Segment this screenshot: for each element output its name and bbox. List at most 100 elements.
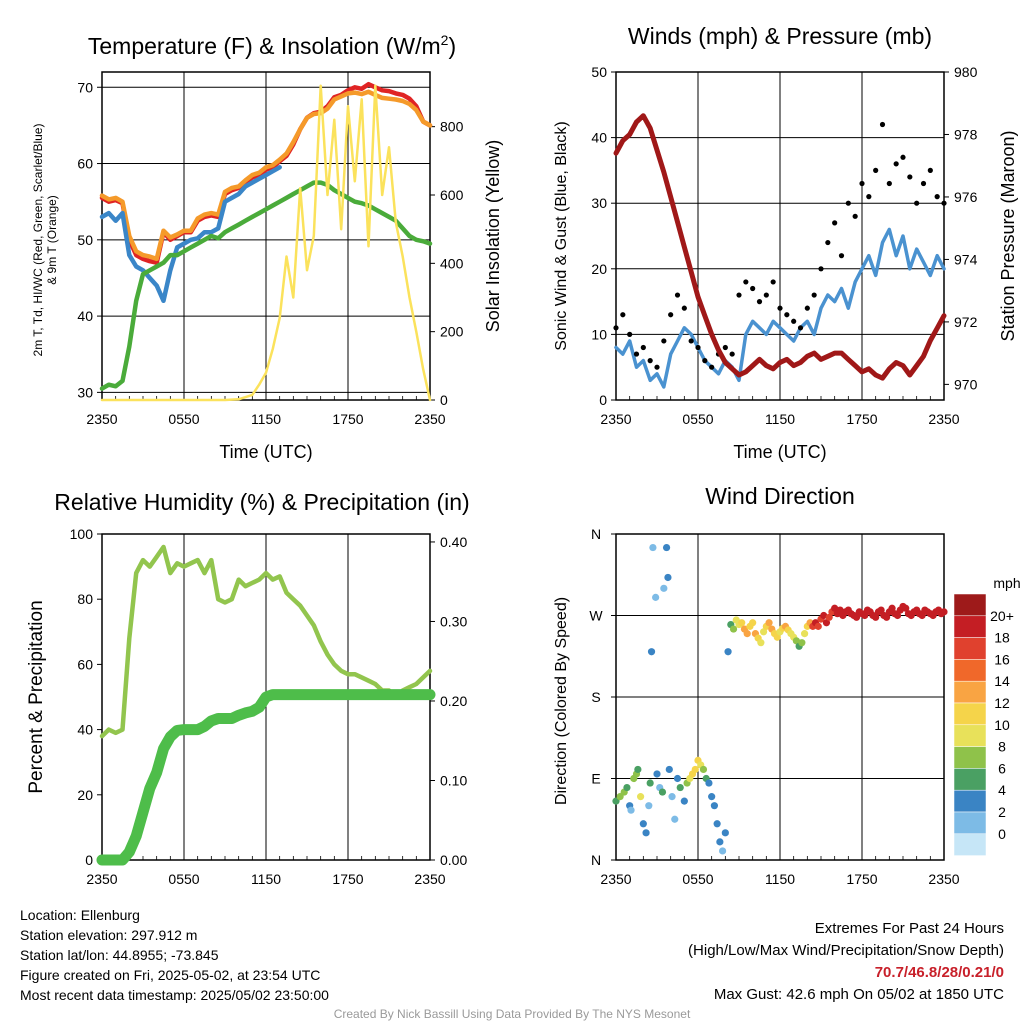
legend-swatch	[953, 811, 987, 835]
gust-point	[893, 161, 899, 167]
legend-swatch	[953, 615, 987, 638]
legend-title: mph	[993, 575, 1020, 591]
direction-point	[852, 613, 861, 621]
y-tick-label: 60	[77, 656, 93, 672]
x-tick-label: 0550	[682, 411, 713, 427]
y2-tick-label: 978	[954, 126, 978, 142]
direction-point	[639, 820, 647, 828]
direction-point	[652, 593, 660, 601]
y-tick-label: 10	[591, 326, 607, 342]
speed-legend: mph 20+ 18 16 14 12 10 8 6 4 2 0	[953, 575, 1021, 856]
legend-swatch	[953, 789, 987, 813]
chart-panel-2: 2350 0550 1150 1750 2350 0 10 20 30 40 50 970 972 974…	[553, 23, 1018, 462]
series-td	[99, 180, 433, 391]
direction-point	[724, 648, 732, 656]
x-tick-label: 0550	[168, 411, 199, 427]
legend-label: 14	[994, 673, 1010, 689]
latlon-text: Station lat/lon: 44.8955; -73.845	[20, 947, 219, 963]
direction-point	[893, 611, 902, 620]
direction-point	[918, 611, 926, 620]
x-tick-label: 2350	[414, 411, 445, 427]
direction-point	[627, 806, 635, 814]
chart-panel-4: 2350 0550 1150 1750 2350 N E S W N Wind Direction D…	[553, 483, 1021, 887]
gust-point	[859, 180, 865, 187]
gust-point	[688, 338, 694, 344]
y-tick-label: 0	[85, 852, 93, 868]
direction-point	[738, 619, 746, 627]
y-tick-label: 30	[591, 195, 607, 211]
y2-axis-label: Station Pressure (Maroon)	[998, 130, 1018, 341]
y-tick-label: 20	[591, 261, 607, 277]
gust-point	[722, 344, 728, 351]
elevation-text: Station elevation: 297.912 m	[20, 927, 198, 943]
direction-point	[749, 619, 757, 627]
y2-tick-label: 0.00	[440, 852, 467, 868]
chart-title: Temperature (F) & Insolation (W/m2)	[88, 32, 456, 59]
y2-tick-label: 970	[954, 376, 978, 392]
series-hiwc	[99, 165, 282, 304]
direction-point	[705, 779, 713, 787]
x-tick-label: 1150	[251, 411, 281, 427]
x-tick-label: 1150	[765, 871, 795, 887]
direction-point	[642, 829, 650, 837]
x-tick-label: 2350	[86, 411, 117, 427]
gust-point	[729, 351, 735, 357]
y2-tick-label: 980	[954, 64, 978, 80]
direction-point	[765, 619, 773, 627]
y-tick-label: 70	[77, 79, 93, 95]
direction-point	[653, 770, 661, 778]
location-text: Location: Ellenburg	[20, 907, 140, 923]
x-tick-label: 2350	[600, 411, 631, 427]
direction-point	[716, 838, 724, 846]
direction-point	[719, 847, 727, 855]
y2-tick-label: 400	[440, 255, 464, 271]
series-wind	[614, 227, 946, 389]
y-tick-label: 80	[77, 591, 93, 607]
gust-point	[811, 292, 817, 298]
gust-point	[941, 200, 947, 206]
gust-point	[647, 358, 653, 364]
chart-title: Winds (mph) & Pressure (mb)	[628, 23, 932, 49]
direction-point	[773, 633, 781, 641]
x-tick-label: 2350	[414, 871, 445, 887]
gust-point	[866, 194, 872, 200]
gust-point	[845, 200, 851, 206]
x-tick-label: 1150	[251, 871, 281, 887]
direction-point	[680, 797, 688, 805]
station-info: Location: Ellenburg Station elevation: 2…	[20, 905, 329, 1005]
y-tick-label: 50	[591, 64, 607, 80]
legend-label: 2	[998, 804, 1006, 820]
direction-point	[820, 611, 828, 620]
legend-swatch	[953, 746, 987, 769]
y-tick-label: 40	[591, 130, 607, 146]
y-tick-label: 20	[77, 787, 93, 803]
direction-point	[645, 802, 653, 810]
y2-tick-label: 0.10	[440, 772, 467, 788]
gust-point	[681, 305, 687, 311]
y-axis-label: Direction (Colored By Speed)	[553, 597, 570, 805]
y2-tick-label: 0.20	[440, 693, 467, 709]
gust-point	[661, 338, 667, 344]
gust-point	[852, 213, 858, 219]
legend-swatch	[953, 659, 987, 682]
direction-point	[637, 793, 645, 801]
legend-label: 20+	[990, 608, 1014, 624]
gust-point	[702, 358, 708, 364]
direction-point	[831, 604, 839, 612]
gust-point	[838, 253, 845, 259]
gust-point	[695, 344, 701, 351]
direction-point	[836, 606, 844, 614]
direction-point	[671, 815, 679, 823]
gust-point	[873, 167, 879, 173]
legend-label: 12	[994, 695, 1010, 711]
legend-swatch	[953, 680, 987, 704]
y-tick-label: 50	[77, 232, 93, 248]
direction-point	[721, 829, 729, 837]
gust-point	[709, 364, 715, 370]
gust-point	[613, 325, 619, 331]
direction-point	[634, 765, 642, 774]
direction-point	[649, 543, 657, 552]
chart-title: Relative Humidity (%) & Precipitation (i…	[54, 489, 469, 515]
plot-frame	[101, 71, 431, 401]
